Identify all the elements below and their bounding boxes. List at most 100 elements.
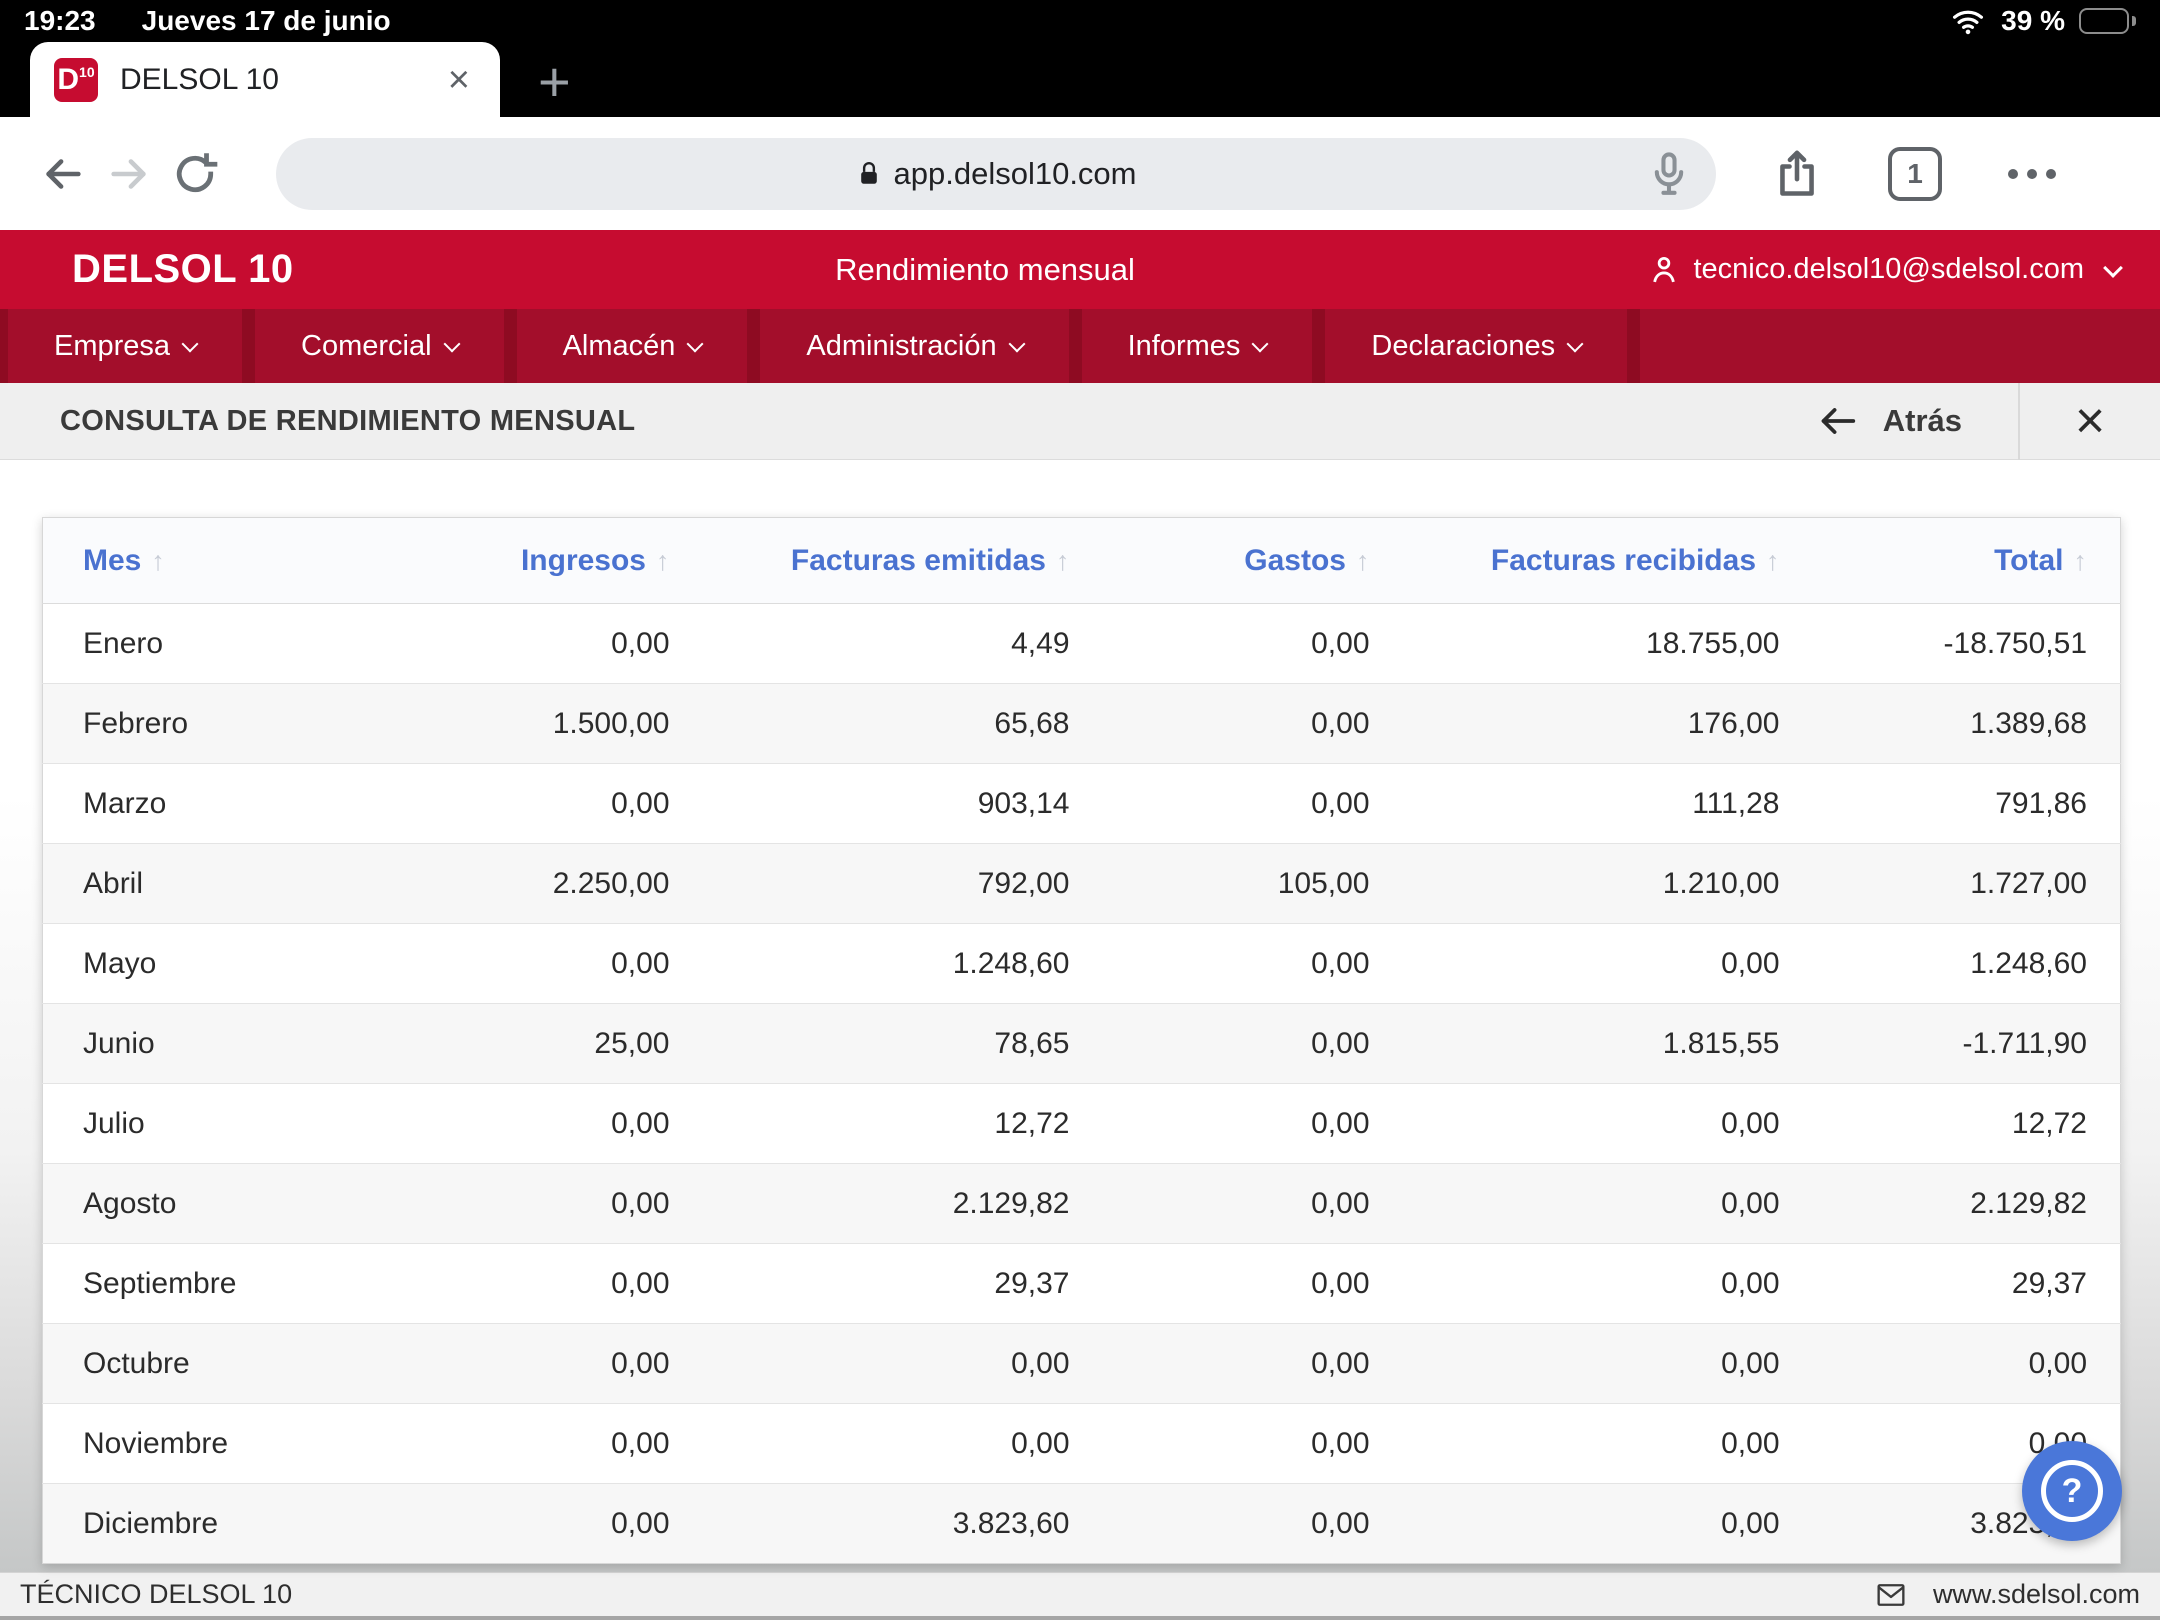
content-area: Mes↑ Ingresos↑ Facturas emitidas↑ Gastos… [0, 460, 2160, 1572]
status-time: 19:23 [24, 5, 96, 37]
value-cell: 0,00 [1103, 1404, 1403, 1484]
chevron-down-icon [1008, 336, 1025, 353]
reload-icon[interactable] [162, 141, 228, 207]
browser-toolbar: app.delsol10.com 1 [0, 117, 2160, 230]
value-cell: 1.815,55 [1403, 1004, 1813, 1084]
value-cell: 65,68 [703, 684, 1103, 764]
nav-item-informes[interactable]: Informes [1082, 309, 1313, 383]
chevron-down-icon [182, 336, 199, 353]
table-row[interactable]: Mayo 0,00 1.248,60 0,00 0,00 1.248,60 [43, 924, 2121, 1004]
url-text: app.delsol10.com [894, 156, 1137, 192]
table-row[interactable]: Agosto 0,00 2.129,82 0,00 0,00 2.129,82 [43, 1164, 2121, 1244]
table-row[interactable]: Junio 25,00 78,65 0,00 1.815,55 -1.711,9… [43, 1004, 2121, 1084]
user-menu[interactable]: tecnico.delsol10@sdelsol.com [1647, 253, 2120, 287]
table-header-row: Mes↑ Ingresos↑ Facturas emitidas↑ Gastos… [43, 518, 2121, 604]
value-cell: 0,00 [403, 1164, 703, 1244]
month-cell: Septiembre [43, 1244, 403, 1324]
value-cell: 25,00 [403, 1004, 703, 1084]
table-row[interactable]: Diciembre 0,00 3.823,60 0,00 0,00 3.823,… [43, 1484, 2121, 1564]
nav-item-empresa[interactable]: Empresa [8, 309, 242, 383]
forward-icon [96, 141, 162, 207]
value-cell: 1.248,60 [1813, 924, 2121, 1004]
value-cell: 0,00 [1403, 1484, 1813, 1564]
column-header-total[interactable]: Total↑ [1813, 518, 2121, 604]
website-link[interactable]: www.sdelsol.com [1933, 1579, 2140, 1610]
month-cell: Mayo [43, 924, 403, 1004]
column-header-mes[interactable]: Mes↑ [43, 518, 403, 604]
value-cell: 1.500,00 [403, 684, 703, 764]
page: 19:23 Jueves 17 de junio 39 % D 10 [0, 0, 2160, 1620]
value-cell: 0,00 [1103, 1484, 1403, 1564]
footer-bar: TÉCNICO DELSOL 10 www.sdelsol.com [0, 1572, 2160, 1620]
envelope-icon[interactable] [1875, 1582, 1907, 1608]
browser-menu-icon[interactable] [2008, 169, 2056, 179]
value-cell: 2.129,82 [1813, 1164, 2121, 1244]
battery-icon [2079, 8, 2136, 34]
value-cell: 1.248,60 [703, 924, 1103, 1004]
sort-arrow-icon: ↑ [151, 546, 165, 576]
value-cell: 903,14 [703, 764, 1103, 844]
value-cell: 0,00 [703, 1404, 1103, 1484]
back-button[interactable]: Atrás [1817, 403, 1962, 439]
value-cell: 0,00 [1403, 1084, 1813, 1164]
value-cell: 12,72 [703, 1084, 1103, 1164]
table-row[interactable]: Noviembre 0,00 0,00 0,00 0,00 0,00 [43, 1404, 2121, 1484]
tab-title: DELSOL 10 [120, 63, 442, 97]
tab-strip: D 10 DELSOL 10 × + [0, 42, 2160, 117]
table-row[interactable]: Enero 0,00 4,49 0,00 18.755,00 -18.750,5… [43, 604, 2121, 684]
value-cell: 4,49 [703, 604, 1103, 684]
address-bar[interactable]: app.delsol10.com [276, 138, 1716, 210]
back-icon[interactable] [30, 141, 96, 207]
table-row[interactable]: Julio 0,00 12,72 0,00 0,00 12,72 [43, 1084, 2121, 1164]
value-cell: 0,00 [1103, 924, 1403, 1004]
share-icon[interactable] [1772, 147, 1822, 201]
nav-item-comercial[interactable]: Comercial [255, 309, 504, 383]
tab-switcher-icon[interactable]: 1 [1888, 147, 1942, 201]
help-button[interactable]: ? [2022, 1441, 2122, 1541]
value-cell: 0,00 [1103, 1164, 1403, 1244]
delsol-favicon: D 10 [54, 58, 98, 102]
month-cell: Enero [43, 604, 403, 684]
value-cell: 78,65 [703, 1004, 1103, 1084]
table-row[interactable]: Marzo 0,00 903,14 0,00 111,28 791,86 [43, 764, 2121, 844]
value-cell: 791,86 [1813, 764, 2121, 844]
question-mark-icon: ? [2041, 1460, 2103, 1522]
column-header-gastos[interactable]: Gastos↑ [1103, 518, 1403, 604]
table-row[interactable]: Septiembre 0,00 29,37 0,00 0,00 29,37 [43, 1244, 2121, 1324]
value-cell: 1.210,00 [1403, 844, 1813, 924]
month-cell: Abril [43, 844, 403, 924]
close-icon[interactable]: × [2020, 383, 2160, 460]
month-cell: Octubre [43, 1324, 403, 1404]
nav-item-almacen[interactable]: Almacén [517, 309, 748, 383]
table-row[interactable]: Febrero 1.500,00 65,68 0,00 176,00 1.389… [43, 684, 2121, 764]
chevron-down-icon [1252, 336, 1269, 353]
value-cell: 0,00 [1103, 1324, 1403, 1404]
value-cell: 1.389,68 [1813, 684, 2121, 764]
value-cell: -18.750,51 [1813, 604, 2121, 684]
month-cell: Marzo [43, 764, 403, 844]
table-row[interactable]: Octubre 0,00 0,00 0,00 0,00 0,00 [43, 1324, 2121, 1404]
value-cell: 0,00 [1103, 1004, 1403, 1084]
column-header-facturas-emitidas[interactable]: Facturas emitidas↑ [703, 518, 1103, 604]
tab-close-icon[interactable]: × [442, 61, 476, 99]
mic-icon[interactable] [1646, 150, 1692, 198]
column-header-ingresos[interactable]: Ingresos↑ [403, 518, 703, 604]
app-header: DELSOL 10 Rendimiento mensual tecnico.de… [0, 230, 2160, 309]
value-cell: 0,00 [1103, 684, 1403, 764]
chevron-down-icon [687, 336, 704, 353]
status-date: Jueves 17 de junio [142, 5, 391, 37]
table-row[interactable]: Abril 2.250,00 792,00 105,00 1.210,00 1.… [43, 844, 2121, 924]
value-cell: 0,00 [403, 1324, 703, 1404]
column-header-facturas-recibidas[interactable]: Facturas recibidas↑ [1403, 518, 1813, 604]
value-cell: 0,00 [1103, 1244, 1403, 1324]
value-cell: 0,00 [703, 1324, 1103, 1404]
month-cell: Agosto [43, 1164, 403, 1244]
value-cell: 105,00 [1103, 844, 1403, 924]
nav-filler [1640, 309, 2160, 383]
nav-item-declaraciones[interactable]: Declaraciones [1325, 309, 1627, 383]
back-arrow-icon [1817, 404, 1859, 438]
nav-item-administracion[interactable]: Administración [760, 309, 1068, 383]
browser-tab[interactable]: D 10 DELSOL 10 × [30, 42, 500, 117]
new-tab-icon[interactable]: + [538, 47, 571, 117]
value-cell: 2.250,00 [403, 844, 703, 924]
